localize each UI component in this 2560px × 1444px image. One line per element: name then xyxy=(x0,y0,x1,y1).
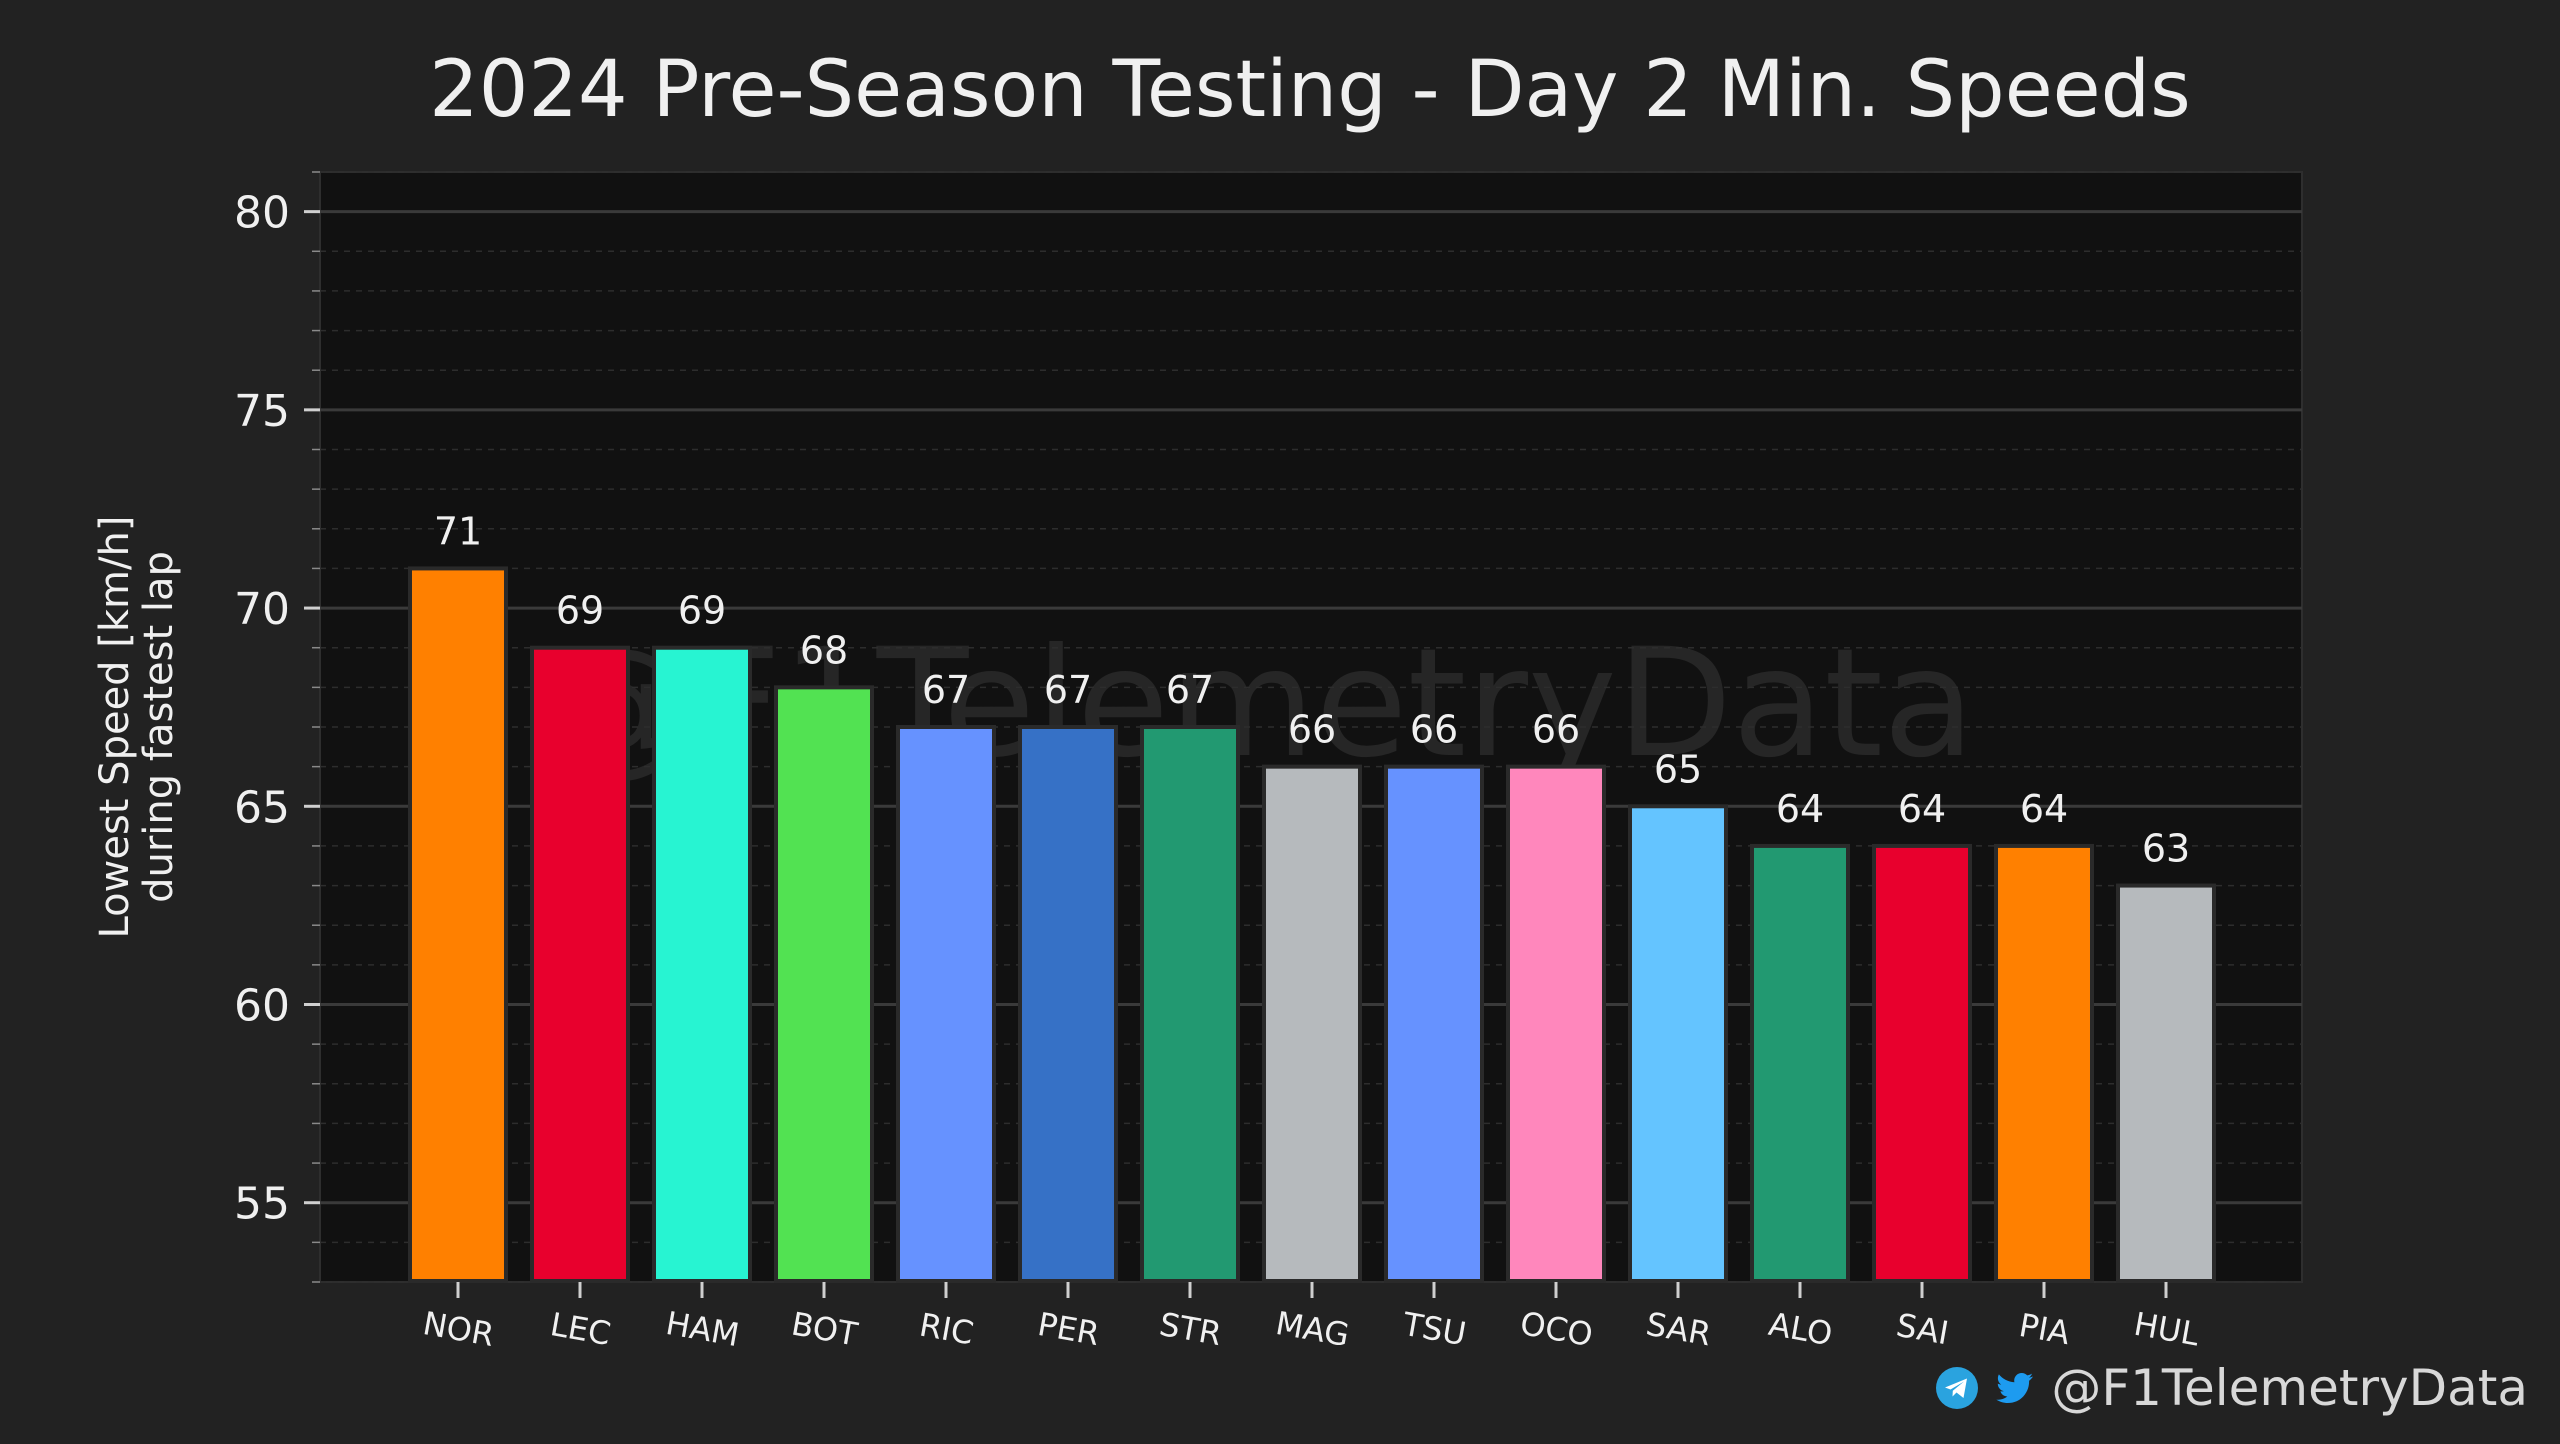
data-label: 64 xyxy=(1776,787,1824,831)
data-label: 64 xyxy=(2020,787,2068,831)
data-label: 67 xyxy=(1044,668,1092,712)
bar xyxy=(2116,883,2216,1283)
data-label: 65 xyxy=(1654,747,1702,791)
data-label: 69 xyxy=(556,589,604,633)
y-tick-label: 75 xyxy=(234,386,290,437)
y-tick-label: 70 xyxy=(234,584,290,635)
twitter-icon xyxy=(1996,1373,2034,1403)
data-label: 67 xyxy=(922,668,970,712)
bar xyxy=(1384,764,1484,1283)
telegram-icon xyxy=(1936,1367,1979,1409)
y-tick-label: 55 xyxy=(234,1179,290,1230)
data-label: 64 xyxy=(1898,787,1946,831)
data-label: 63 xyxy=(2142,827,2190,871)
bar xyxy=(1018,725,1118,1283)
data-label: 66 xyxy=(1532,708,1580,752)
data-label: 71 xyxy=(434,509,482,553)
chart-title: 2024 Pre-Season Testing - Day 2 Min. Spe… xyxy=(429,45,2191,135)
y-axis-label: Lowest Speed [km/h]during fastest lap xyxy=(92,516,182,939)
bar xyxy=(530,645,630,1283)
data-label: 66 xyxy=(1410,708,1458,752)
watermark: @F1TelemetryData xyxy=(545,617,1975,791)
bar xyxy=(1872,843,1972,1284)
y-axis-label-line: Lowest Speed [km/h] xyxy=(92,516,138,939)
bar xyxy=(408,566,508,1283)
x-tick-label: RIC xyxy=(917,1306,977,1353)
y-tick-label: 65 xyxy=(234,782,290,833)
bar xyxy=(1140,725,1240,1283)
x-tick-label: SAI xyxy=(1894,1306,1952,1352)
data-label: 66 xyxy=(1288,708,1336,752)
bar xyxy=(1750,843,1850,1284)
credit-handle: @F1TelemetryData xyxy=(2051,1359,2528,1417)
bar xyxy=(896,725,996,1283)
data-label: 68 xyxy=(800,628,848,672)
x-tick-label: PIA xyxy=(2016,1306,2073,1352)
bar xyxy=(1506,764,1606,1283)
bar xyxy=(1628,804,1728,1283)
credit: @F1TelemetryData xyxy=(1935,1352,2528,1424)
data-label: 67 xyxy=(1166,668,1214,712)
bar xyxy=(774,685,874,1283)
bar xyxy=(1994,843,2094,1284)
y-tick-label: 60 xyxy=(234,981,290,1032)
y-tick-label: 80 xyxy=(234,188,290,239)
y-axis-label-line: during fastest lap xyxy=(136,551,182,903)
bar xyxy=(1262,764,1362,1283)
bar xyxy=(652,645,752,1283)
data-label: 69 xyxy=(678,589,726,633)
